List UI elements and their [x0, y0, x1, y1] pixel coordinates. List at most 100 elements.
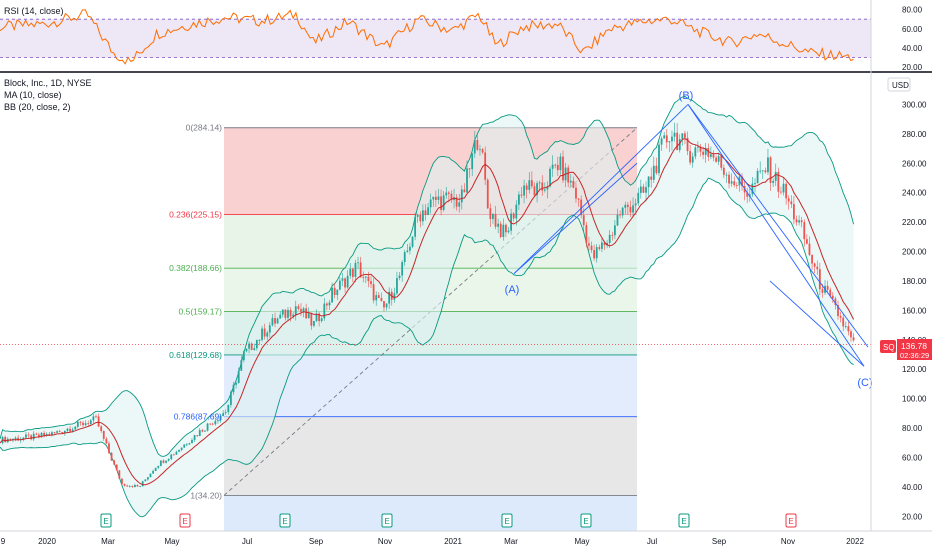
- candle-body: [185, 444, 188, 446]
- rsi-tick-label: 20.00: [902, 63, 923, 72]
- bb-upper-line: [0, 95, 855, 457]
- price-tick-label: 60.00: [902, 453, 923, 462]
- candle-body: [774, 171, 777, 181]
- time-axis[interactable]: 9 2020 Mar May Jul Sep Nov 2021 Mar May Jul Sep Nov 2…: [1, 537, 865, 546]
- ma-line: [0, 138, 855, 486]
- candle-body: [175, 451, 178, 455]
- earnings-marker[interactable]: E: [501, 513, 513, 528]
- candle-body: [759, 170, 762, 172]
- fib-zone: [224, 495, 637, 531]
- candle-body: [805, 239, 808, 244]
- candle-body: [4, 436, 7, 443]
- candle-body: [261, 328, 263, 340]
- candle-body: [284, 309, 287, 318]
- candle-body: [842, 317, 845, 327]
- candle-body: [803, 222, 806, 240]
- candle-body: [92, 416, 95, 421]
- candle-body: [458, 202, 461, 207]
- fib-level-label: 0.786(87.69): [174, 412, 222, 422]
- candle-body: [121, 478, 123, 484]
- candle-body: [686, 137, 689, 152]
- candle-body: [310, 313, 313, 326]
- candle-body: [326, 303, 328, 306]
- currency-label: USD: [892, 81, 909, 90]
- candle-body: [183, 444, 186, 448]
- candle-body: [663, 135, 666, 139]
- candle-body: [782, 183, 785, 193]
- candle-body: [494, 213, 497, 227]
- candle-body: [717, 156, 720, 162]
- candle-body: [629, 206, 632, 213]
- candle-body: [437, 196, 440, 200]
- candle-body: [328, 302, 331, 306]
- candle-body: [245, 348, 248, 352]
- candle-body: [440, 196, 442, 210]
- candle-body: [533, 186, 536, 196]
- candle-body: [242, 351, 245, 361]
- candle-body: [193, 435, 196, 441]
- candle-body: [847, 326, 850, 332]
- earnings-badge: [100, 513, 112, 528]
- candle-body: [837, 305, 839, 317]
- candle-body: [582, 215, 585, 226]
- earnings-glyph: E: [384, 517, 389, 526]
- earnings-marker[interactable]: E: [179, 513, 191, 528]
- earnings-marker[interactable]: E: [100, 513, 112, 528]
- earnings-marker[interactable]: E: [580, 513, 592, 528]
- earnings-marker[interactable]: E: [785, 513, 797, 528]
- candle-body: [375, 295, 378, 301]
- candle-body: [154, 467, 157, 471]
- candle-body: [180, 447, 183, 450]
- candle-body: [831, 295, 834, 299]
- candle-body: [100, 426, 103, 432]
- candle-body: [196, 435, 199, 436]
- last-price-box: [897, 339, 932, 360]
- earnings-glyph: E: [103, 517, 108, 526]
- candle-body: [697, 146, 699, 148]
- candle-body: [421, 210, 424, 222]
- candle-body: [751, 183, 754, 195]
- candle-body: [370, 281, 372, 285]
- candle-body: [512, 213, 515, 219]
- candle-body: [725, 174, 728, 176]
- price-axis[interactable]: 300.00 280.00 260.00 240.00 220.00 200.00 180.…: [902, 100, 927, 521]
- candle-body: [22, 437, 25, 440]
- candle-body: [538, 182, 541, 184]
- candle-body: [746, 192, 749, 197]
- candle-body: [709, 154, 712, 157]
- fib-level-label: 1(34.20): [190, 490, 222, 500]
- earnings-marker[interactable]: E: [279, 513, 291, 528]
- candle-body: [562, 156, 564, 181]
- candle-body: [528, 180, 531, 190]
- candle-body: [460, 189, 463, 203]
- candle-body: [678, 139, 681, 151]
- candle-body: [346, 275, 349, 288]
- candle-body: [9, 438, 12, 440]
- currency-box[interactable]: [887, 77, 911, 92]
- price-panel: (A) (B) (C) 0(284.14) 0.236(225.15) 0.382(18…: [0, 78, 873, 531]
- earnings-marker[interactable]: E: [381, 513, 393, 528]
- earnings-marker[interactable]: E: [678, 513, 690, 528]
- candle-body: [507, 230, 510, 233]
- candle-body: [499, 223, 502, 237]
- candle-body: [658, 144, 660, 174]
- candle-body: [800, 220, 803, 223]
- candle-body: [798, 220, 800, 223]
- candle-body: [450, 193, 453, 201]
- candle-body: [372, 284, 375, 301]
- candle-body: [380, 297, 383, 302]
- fib-level-label: 0(284.14): [186, 123, 223, 133]
- candle-body: [699, 146, 702, 152]
- candle-body: [14, 437, 17, 440]
- candle-body: [172, 454, 175, 456]
- price-tick-label: 280.00: [902, 130, 927, 139]
- candle-body: [479, 149, 481, 151]
- candle-body: [388, 291, 391, 304]
- ticker-label: SQ: [883, 343, 895, 352]
- candle-body: [219, 416, 222, 421]
- candle-body: [850, 331, 852, 338]
- fib-level-label: 0.618(129.68): [169, 350, 222, 360]
- candle-body: [71, 429, 74, 432]
- channel-line-lower: [513, 162, 638, 274]
